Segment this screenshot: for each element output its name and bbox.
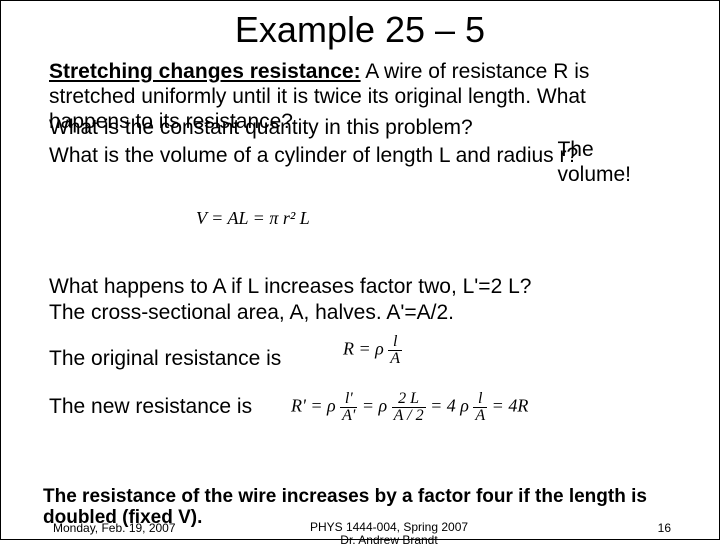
f3-mid: = 4 (430, 396, 456, 416)
f3-num2: 2 L (392, 391, 426, 408)
f3-rho2: ρ (379, 396, 388, 416)
f3-num3: l (473, 391, 487, 408)
ans1-line1: The (557, 138, 593, 161)
f2-frac: l A (388, 334, 402, 367)
f3-frac1: l' A' (340, 391, 357, 424)
q3b: The cross-sectional area, A, halves. A'=… (49, 301, 454, 325)
ans1-line2: volume! (557, 163, 631, 186)
f3-rho3: ρ (460, 396, 469, 416)
lead-phrase: Stretching changes resistance: (49, 60, 361, 83)
f3-rho1: ρ (327, 396, 336, 416)
q5: The new resistance is (49, 395, 252, 419)
volume-formula: V = AL = π r² L (196, 208, 310, 229)
q4: The original resistance is (49, 347, 281, 371)
conclusion-text: The resistance of the wire increases by … (43, 487, 681, 529)
f3-num1: l' (340, 391, 357, 408)
q2: What is the volume of a cylinder of leng… (49, 143, 578, 168)
f3-frac2: 2 L A / 2 (392, 391, 426, 424)
f3-den1: A' (340, 408, 357, 424)
slide-content: Stretching changes resistance: A wire of… (1, 59, 719, 215)
f2-lhs: R (343, 339, 354, 359)
new-resistance-formula: R' = ρ l' A' = ρ 2 L A / 2 = 4 ρ l A = 4… (291, 391, 528, 424)
f3-frac3: l A (473, 391, 487, 424)
answer-1: The volume! (557, 137, 631, 187)
f2-num: l (388, 334, 402, 351)
f2-rho: ρ (375, 339, 384, 359)
q1: What is the constant quantity in this pr… (49, 115, 473, 140)
f3-den3: A (473, 408, 487, 424)
f3-lhs: R' (291, 396, 306, 416)
f3-den2: A / 2 (392, 408, 426, 424)
f3-end: = 4R (492, 396, 529, 416)
resistance-formula: R = ρ l A (343, 334, 402, 367)
f2-den: A (388, 351, 402, 367)
f2-eq: = (359, 339, 371, 359)
question-block-1: What is the constant quantity in this pr… (49, 137, 671, 215)
q3a: What happens to A if L increases factor … (49, 275, 531, 299)
slide-title: Example 25 – 5 (1, 9, 719, 51)
